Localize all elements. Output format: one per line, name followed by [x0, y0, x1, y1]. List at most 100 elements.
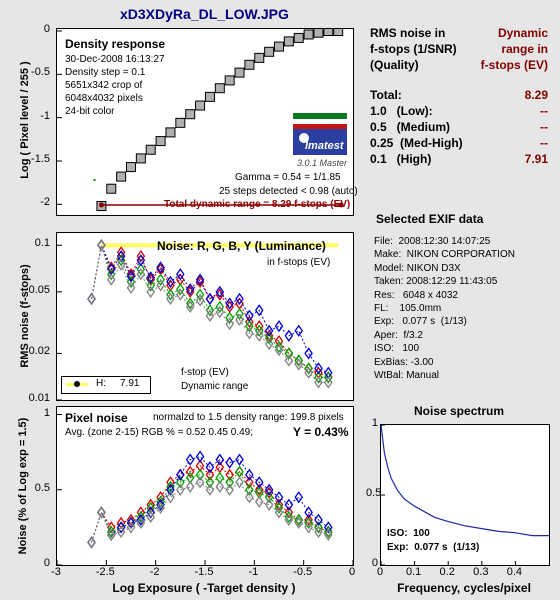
rms-point-R — [245, 315, 254, 328]
pixel-point-B — [195, 450, 205, 463]
rms-point-B — [205, 292, 215, 306]
rms-point-B — [136, 254, 146, 267]
density-ytick-label: 0 — [43, 23, 50, 35]
pixel-point-G — [264, 491, 274, 504]
pixel-point-Y — [185, 480, 195, 493]
pixel-xtick-label: -3 — [51, 566, 61, 578]
density-info-2: 5651x342 crop of — [65, 80, 143, 91]
rms-point-B — [254, 304, 264, 317]
pixel-point-R — [185, 465, 195, 478]
pixel-point-G — [87, 536, 96, 549]
exif-heading: Selected EXIF data — [376, 212, 484, 226]
rms-point-G — [215, 300, 225, 313]
rms-point-Y — [87, 292, 96, 306]
rms-point-G — [156, 273, 165, 286]
rms-row-value-1: -- — [540, 104, 548, 118]
pixel-point-Y — [324, 528, 333, 542]
rms-point-Y — [324, 376, 333, 389]
pixel-point-G — [284, 510, 294, 523]
pixel-point-G — [97, 506, 106, 519]
rms-point-Y — [235, 313, 244, 326]
spectrum-line — [381, 425, 549, 537]
pixel-avg: Avg. (zone 2-15) RGB % = 0.52 0.45 0.49; — [65, 427, 253, 438]
pixel-point-G — [294, 513, 304, 526]
pixel-point-G — [245, 483, 254, 496]
rms-ytick-label: 0.01 — [28, 392, 50, 404]
pixel-point-B — [294, 491, 304, 504]
pixel-point-Y — [205, 483, 215, 496]
rms-point-Y — [215, 305, 225, 319]
rms-point-B — [156, 261, 165, 274]
rms-point-G — [324, 371, 333, 384]
rms-ylabel: RMS noise (f-stops) — [19, 264, 31, 368]
rms-table-header-right-0: Dynamic — [497, 26, 548, 40]
rms-point-G — [166, 288, 175, 301]
rms-ytick-label: 0.1 — [34, 237, 50, 250]
pixel-point-Y — [225, 483, 234, 496]
rms-table-header-left-0: RMS noise in — [370, 26, 446, 40]
pixel-point-B — [324, 521, 333, 534]
rms-point-B — [215, 285, 225, 298]
rms-point-B — [274, 320, 284, 333]
pixel-point-G — [195, 468, 205, 481]
rms-point-Y — [156, 279, 165, 292]
rms-point-Y — [185, 300, 195, 313]
exif-row: WtBal: Manual — [374, 369, 440, 381]
pixel-point-B — [304, 506, 313, 519]
rms-point-G — [314, 371, 323, 384]
pixel-point-B — [274, 491, 284, 504]
imatest-logo: Imatest — [293, 113, 347, 155]
density-point — [204, 91, 215, 102]
exif-list: File: 2008:12:30 14:07:25 Make: NIKON COR… — [374, 236, 515, 383]
rms-table-header-right-1: range in — [501, 42, 548, 56]
pixel-point-B — [176, 468, 185, 481]
rms-point-Y — [126, 281, 136, 295]
pixel-xtick-label: 0 — [348, 566, 356, 578]
rms-point-G — [136, 263, 146, 276]
pixel-point-Y — [215, 480, 225, 493]
rms-point-R — [126, 268, 136, 281]
pixel-point-Y — [284, 513, 294, 526]
pixel-point-B — [116, 521, 126, 534]
density-point — [126, 162, 136, 173]
pixel-point-R — [225, 468, 234, 481]
rms-point-B — [185, 283, 195, 296]
rms-point-Y — [136, 268, 146, 281]
rms-point-Y — [205, 309, 215, 322]
steps-label: 25 steps detected < 0.98 (auto) — [219, 186, 358, 197]
rms-point-Y — [116, 258, 126, 271]
rms-point-G — [146, 279, 156, 292]
density-point — [313, 29, 324, 38]
rms-point-B — [87, 292, 96, 306]
rms-point-B — [225, 297, 234, 310]
pixel-point-R — [205, 468, 215, 481]
pixel-ytick-label: 0.5 — [34, 481, 50, 494]
pixel-point-G — [314, 521, 323, 534]
density-info-1: Density step = 0.1 — [65, 67, 146, 78]
rms-point-Y — [304, 366, 313, 379]
rms-point-B — [264, 324, 274, 337]
pixel-point-R — [146, 498, 156, 511]
rms-point-Y — [166, 292, 175, 306]
rms-point-G — [284, 347, 294, 360]
pixel-point-R — [97, 506, 106, 519]
pixel-point-B — [185, 453, 195, 466]
pixel-point-G — [176, 476, 185, 489]
density-point — [214, 83, 225, 94]
rms-point-Y — [146, 285, 156, 298]
rms-row-value-2: -- — [540, 120, 548, 134]
density-info-4: 24-bit color — [65, 106, 115, 117]
density-point — [145, 144, 156, 155]
pixel-point-B — [146, 506, 156, 519]
spectrum-exp: Exp: 0.077 s (1/13) — [387, 542, 480, 553]
rms-point-G — [185, 297, 195, 310]
pixel-point-B — [166, 483, 175, 496]
pixel-series-Y — [91, 481, 329, 543]
spectrum-ytick-label: 1 — [371, 417, 378, 429]
pixel-ytick-label: 1 — [43, 406, 50, 419]
rms-point-B — [166, 275, 175, 288]
pixel-point-G — [106, 525, 116, 539]
exif-row: Make: NIKON CORPORATION — [374, 249, 515, 261]
rms-point-G — [294, 354, 304, 367]
pixel-norm: normalzd to 1.5 density range: 199.8 pix… — [153, 412, 344, 423]
